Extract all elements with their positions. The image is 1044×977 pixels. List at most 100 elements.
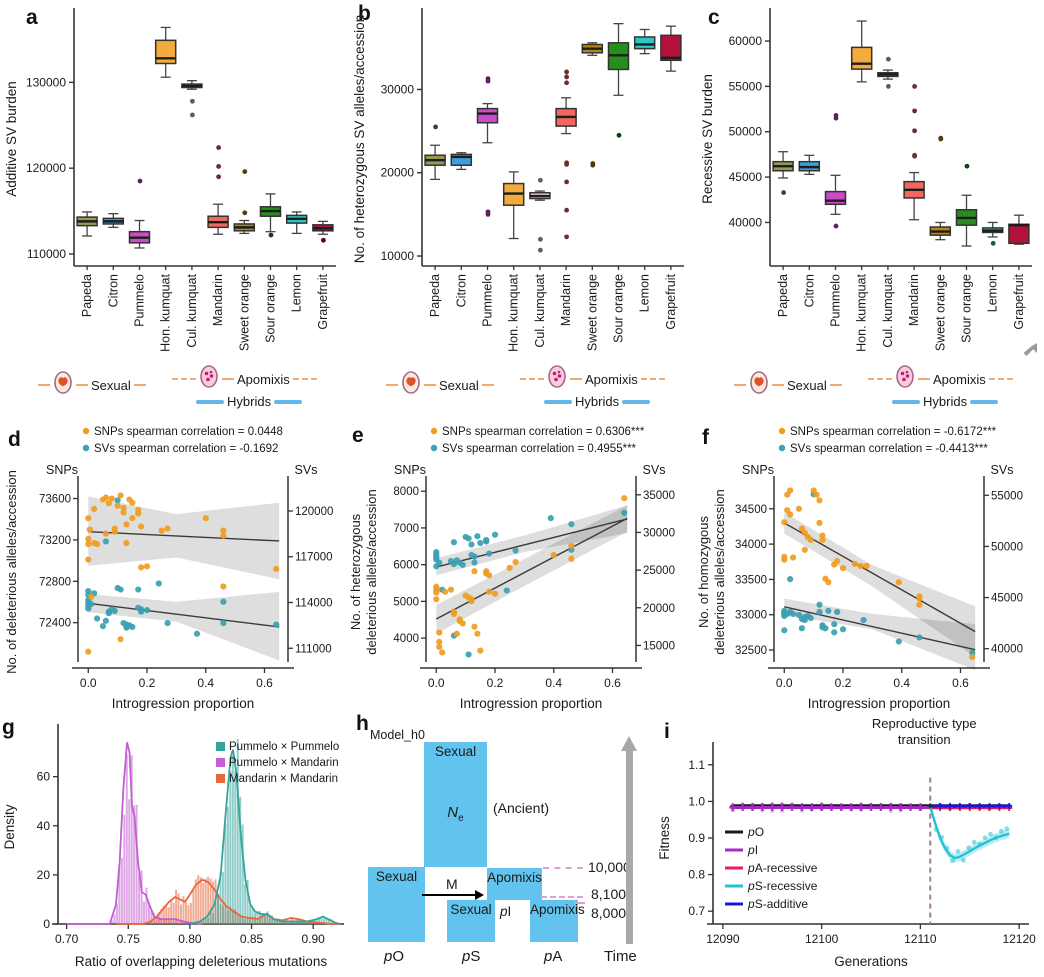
- outlier-point: [190, 112, 195, 118]
- snps-point: [158, 527, 165, 534]
- svs-point: [99, 623, 107, 630]
- box-Pummelo: [476, 107, 499, 124]
- x-tick-label: 0.75: [117, 932, 141, 946]
- scatter-legend-text: SVs spearman correlation = -0.1692: [94, 443, 278, 455]
- histogram-bar: [251, 908, 254, 924]
- right-tick-label: 45000: [991, 593, 1023, 605]
- snps-point: [93, 540, 101, 548]
- snps-point: [85, 535, 92, 542]
- level-10000: 10,000: [588, 859, 631, 875]
- snps-point: [433, 589, 440, 596]
- x-category-label: Sour orange: [960, 274, 974, 343]
- histogram-bar: [266, 911, 269, 924]
- y-tick-label: 20: [37, 868, 51, 882]
- histogram-bar: [320, 917, 323, 924]
- pa-population-box: Apomixis: [530, 900, 585, 942]
- snps-point: [436, 629, 443, 636]
- histogram-bar: [145, 887, 148, 924]
- regression-line: [784, 606, 976, 651]
- svs-point: [193, 630, 201, 637]
- outlier-point: [485, 78, 491, 84]
- fitness-legend-label: pO: [747, 825, 764, 839]
- snps-point: [433, 596, 440, 603]
- right-tick-label: 50000: [991, 541, 1023, 553]
- x-tick-label: 0.6: [256, 676, 273, 690]
- svs-point: [111, 607, 118, 614]
- hybrids-line: [892, 399, 920, 404]
- histogram-bar: [278, 920, 281, 924]
- x-category-label: Lemon: [290, 274, 304, 312]
- x-tick-label: 0.4: [893, 676, 910, 690]
- right-tick-label: 114000: [295, 598, 333, 610]
- snps-point: [102, 494, 110, 501]
- snps-point: [85, 648, 92, 655]
- svs-point: [807, 614, 814, 622]
- panel-label-a: a: [26, 6, 38, 29]
- outlier-point: [564, 80, 569, 86]
- legend-dash: [38, 384, 50, 386]
- snps-point: [117, 636, 124, 643]
- svs-point: [85, 605, 92, 612]
- histogram-bar: [236, 738, 239, 924]
- x-tick-label: 12110: [904, 932, 937, 946]
- legend-dash: [868, 378, 892, 380]
- snps-point: [138, 564, 145, 571]
- histogram-bar: [323, 918, 326, 924]
- histogram-bar: [199, 921, 202, 924]
- snps-point: [441, 588, 449, 595]
- snps-point: [801, 546, 808, 553]
- regression-line: [88, 530, 280, 542]
- histogram-bar: [325, 918, 328, 924]
- outlier-point: [485, 211, 491, 217]
- x-category-label: Cul. kumquat: [881, 273, 895, 347]
- snps-point: [781, 556, 788, 563]
- scatter-legend-text: SNPs spearman correlation = -0.6172***: [790, 426, 997, 438]
- y-tick-label: 45000: [729, 170, 763, 184]
- histogram-bar: [192, 889, 195, 924]
- snps-point: [459, 620, 466, 627]
- hybrids-line: [544, 399, 572, 404]
- histogram-bar: [115, 904, 118, 924]
- panel-g-density-histogram: 0 20 40 60 0.70 0.75 0.80 0.85 0.90 Pummelo × Pum…: [2, 724, 344, 969]
- y-tick-label: 55000: [729, 79, 763, 93]
- svs-point: [568, 521, 575, 528]
- outlier-point: [242, 210, 248, 216]
- histogram-bar: [172, 902, 175, 924]
- svs-point: [220, 620, 227, 627]
- histogram-bar: [246, 879, 249, 924]
- y-axis-label: No. of deleterious alleles/accession: [4, 470, 19, 674]
- panel-label-b: b: [358, 2, 371, 25]
- x-category-label: Pummelo: [829, 274, 843, 327]
- snps-point: [512, 558, 519, 566]
- ne-label: Ne: [447, 804, 464, 824]
- snps-point: [111, 528, 118, 535]
- legend-label-hybrids: Hybrids: [227, 394, 272, 409]
- svs-point: [834, 608, 841, 615]
- po-population-box: Sexual: [368, 867, 425, 942]
- y-tick-label: 0.7: [688, 904, 705, 918]
- left-axis-title: SNPs: [46, 463, 78, 477]
- x-category-label: Citron: [454, 274, 468, 307]
- histogram-bar: [150, 910, 153, 924]
- y-tick-label: 1.1: [688, 758, 705, 772]
- svs-point: [831, 629, 838, 636]
- svs-point: [512, 547, 519, 554]
- outlier-point: [216, 164, 222, 169]
- legend-label-apomixis: Apomixis: [585, 371, 638, 387]
- left-tick-label: 5000: [393, 596, 419, 608]
- x-tick-label: 0.0: [80, 676, 97, 690]
- snps-point: [781, 519, 788, 526]
- snps-point: [436, 643, 443, 651]
- outlier-point: [886, 83, 891, 89]
- outlier-point: [938, 136, 944, 142]
- svs-point: [486, 550, 493, 557]
- x-tick-label: 12120: [1002, 932, 1036, 946]
- x-category-label: Grapefruit: [664, 273, 678, 329]
- density-legend-label: Pummelo × Mandarin: [229, 757, 339, 769]
- snps-point: [120, 509, 127, 516]
- histogram-bar: [244, 884, 247, 924]
- legend-dash: [570, 378, 582, 380]
- apomixis-fruit-icon: [895, 364, 915, 394]
- x-category-label: Papeda: [776, 274, 790, 317]
- left-tick-label: 34000: [735, 539, 767, 551]
